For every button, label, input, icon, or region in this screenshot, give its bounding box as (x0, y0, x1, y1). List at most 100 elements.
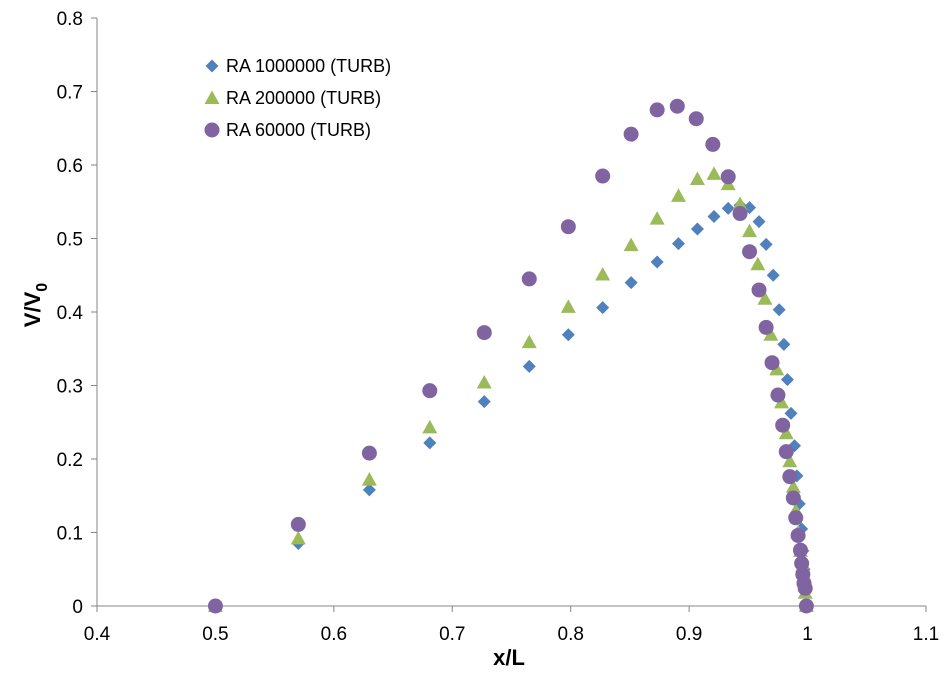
data-point (595, 267, 611, 281)
legend-item: RA 200000 (TURB) (204, 88, 381, 108)
data-point (521, 334, 537, 349)
data-point (780, 373, 794, 387)
y-axis-title-subscript: 0 (34, 283, 51, 292)
data-point (670, 188, 686, 202)
data-point (671, 237, 685, 251)
y-tick-label: 0.1 (57, 524, 83, 545)
data-point (721, 201, 735, 215)
data-point (649, 211, 665, 225)
data-point (290, 530, 306, 545)
data-point (782, 453, 798, 468)
legend-label: RA 200000 (TURB) (226, 88, 381, 108)
data-point (290, 516, 306, 532)
data-point (207, 598, 223, 614)
y-tick-label: 0.4 (57, 303, 84, 324)
data-point (758, 319, 774, 335)
y-tick-label: 0.8 (57, 9, 83, 30)
data-point (361, 472, 377, 486)
x-tick-label: 0.6 (321, 624, 347, 645)
data-point (785, 479, 801, 493)
y-tick-label: 0.7 (57, 83, 83, 104)
data-point (669, 98, 685, 114)
data-markers (207, 98, 814, 614)
data-point (560, 219, 576, 235)
data-point (649, 102, 665, 118)
data-point (757, 291, 773, 305)
y-tick-label: 0.3 (57, 377, 83, 398)
x-axis-title: x/L (493, 645, 525, 670)
data-point (742, 223, 758, 238)
data-point (623, 126, 639, 142)
data-point (561, 328, 575, 342)
data-point (790, 527, 806, 543)
y-tick-label: 0.5 (57, 230, 83, 251)
data-point (794, 555, 810, 571)
data-point (361, 445, 377, 461)
data-point (521, 271, 537, 287)
data-point (362, 483, 376, 497)
x-tick-label: 1 (802, 624, 813, 645)
data-point (764, 355, 780, 371)
data-point (522, 359, 536, 373)
data-point (766, 268, 780, 282)
data-point (623, 237, 639, 252)
data-point (788, 510, 804, 526)
legend-marker (204, 90, 220, 104)
series-3 (207, 98, 814, 614)
x-tick-label: 0.5 (202, 624, 228, 645)
data-point (688, 111, 704, 127)
data-point (772, 303, 786, 317)
plot-area: 0 0.1 0.2 0.3 0.4 0.5 0.6 0.7 0.8 0.4 0.5 0.6 0.7 0.… (57, 9, 940, 645)
data-point (595, 168, 611, 184)
data-point (720, 169, 736, 185)
legend-marker (205, 59, 219, 73)
legend-label: RA 60000 (TURB) (226, 120, 371, 140)
data-point (742, 244, 758, 260)
data-point (705, 136, 721, 152)
data-point (596, 301, 610, 315)
legend-label: RA 1000000 (TURB) (226, 56, 391, 76)
data-point (782, 469, 798, 485)
legend-item: RA 60000 (TURB) (204, 120, 371, 140)
data-point (775, 417, 791, 433)
data-point (770, 387, 786, 403)
data-point (690, 222, 704, 236)
data-point (777, 337, 791, 351)
data-point (624, 276, 638, 290)
data-point (750, 256, 766, 271)
data-point (560, 299, 576, 313)
data-point (732, 196, 748, 210)
x-tick-label: 0.8 (558, 624, 584, 645)
data-point (759, 237, 773, 251)
y-axis-ticks: 0 0.1 0.2 0.3 0.4 0.5 0.6 0.7 0.8 (57, 9, 97, 618)
data-point (792, 542, 808, 558)
x-tick-label: 0.7 (439, 624, 465, 645)
data-point (797, 580, 813, 596)
data-point (423, 436, 437, 450)
data-point (422, 383, 438, 399)
y-tick-label: 0.6 (57, 156, 83, 177)
data-point (752, 215, 766, 229)
data-point (751, 282, 767, 298)
data-point (778, 444, 794, 460)
legend: RA 1000000 (TURB) RA 200000 (TURB) RA 6000… (204, 56, 391, 140)
data-point (476, 325, 492, 341)
x-axis-ticks: 0.4 0.5 0.6 0.7 0.8 0.9 1 1.1 (84, 606, 939, 645)
data-point (784, 406, 798, 420)
y-tick-label: 0.2 (57, 450, 83, 471)
series-1 (208, 198, 813, 613)
x-tick-label: 0.9 (676, 624, 702, 645)
data-point (689, 171, 705, 185)
data-point (422, 419, 438, 434)
data-point (650, 255, 664, 269)
y-tick-label: 0 (72, 597, 83, 618)
data-point (732, 206, 748, 222)
data-point (707, 209, 721, 223)
x-tick-label: 0.4 (84, 624, 111, 645)
data-point (477, 395, 491, 409)
legend-item: RA 1000000 (TURB) (205, 56, 391, 76)
data-point (763, 327, 779, 341)
data-point (798, 598, 814, 614)
data-point (785, 490, 801, 506)
